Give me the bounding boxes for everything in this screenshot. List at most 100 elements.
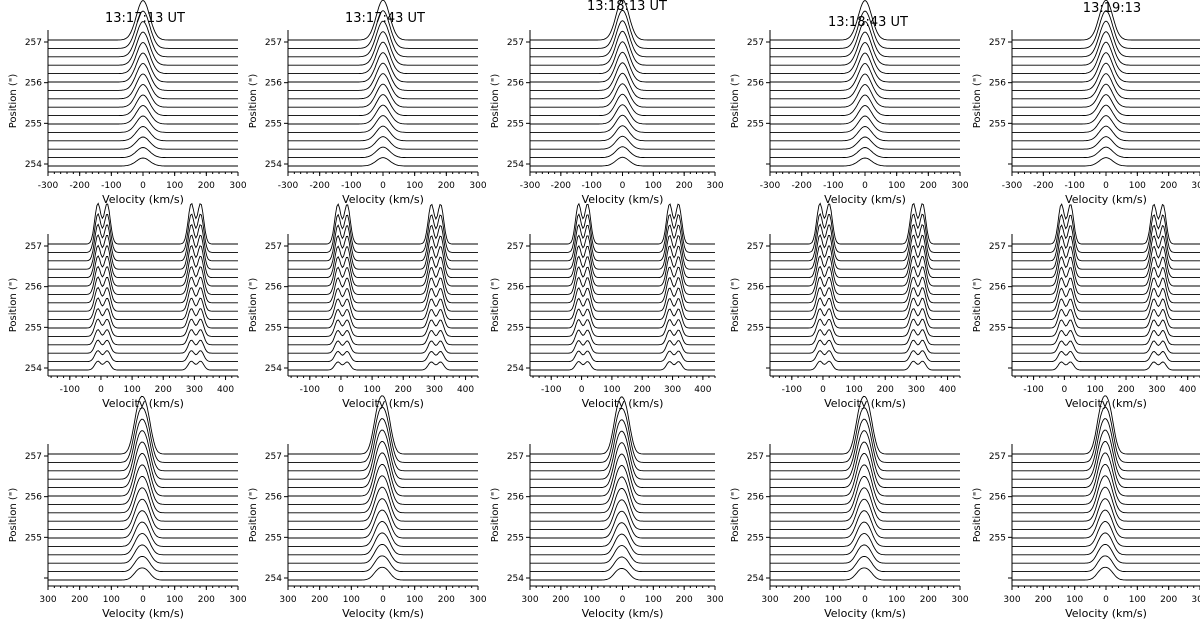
panel-1-2: -100 0 100 200 300 400 Velocity (km/s) 254 255 25… [490, 202, 716, 410]
y-tick-label: 257 [507, 452, 524, 462]
x-axis-label: Velocity (km/s) [582, 193, 664, 206]
x-axis-label: Velocity (km/s) [582, 607, 664, 620]
profile-trace [288, 245, 478, 279]
profile-trace [48, 276, 238, 304]
y-axis-label: Position (") [490, 74, 501, 129]
profile-trace [288, 555, 478, 573]
profile-trace [530, 146, 715, 159]
profile-trace [1012, 41, 1200, 75]
x-tick-label: -100 [782, 385, 803, 395]
profile-trace [288, 429, 478, 480]
profile-trace [1012, 521, 1200, 547]
profile-trace [530, 339, 715, 354]
x-tick-label: 300 [951, 181, 968, 191]
x-tick-label: 200 [1160, 181, 1177, 191]
x-tick-label: 200 [395, 385, 412, 395]
profile-trace [770, 105, 960, 125]
x-tick-label: 200 [552, 595, 569, 605]
x-tick-label: 0 [862, 595, 868, 605]
x-tick-label: -200 [69, 181, 90, 191]
x-tick-label: 0 [620, 595, 626, 605]
x-tick-label: 400 [694, 385, 711, 395]
profile-trace [770, 407, 960, 463]
x-axis-label: Velocity (km/s) [1065, 397, 1147, 410]
profile-trace [288, 73, 478, 100]
profile-trace [1012, 245, 1200, 279]
x-tick-label: 300 [39, 595, 56, 605]
profile-trace [288, 0, 478, 41]
profile-trace [48, 223, 238, 262]
panel-1-4: -100 0 100 200 300 400 Velocity (km/s) 255 256 25… [972, 203, 1200, 410]
profile-trace [48, 521, 238, 547]
profile-trace [1012, 475, 1200, 514]
profile-trace [770, 202, 960, 245]
profile-trace [770, 10, 960, 49]
profile-trace [1012, 463, 1200, 505]
profile-trace [288, 20, 478, 58]
x-tick-label: 0 [820, 385, 826, 395]
y-tick-label: 254 [25, 160, 42, 170]
profile-trace [1012, 73, 1200, 100]
y-axis-label: Position (") [730, 488, 741, 543]
profile-trace [1012, 255, 1200, 287]
profile-trace [48, 533, 238, 556]
profile-trace [1012, 266, 1200, 295]
profile-trace [530, 499, 715, 531]
y-tick-label: 256 [25, 283, 42, 293]
x-tick-label: 0 [98, 385, 104, 395]
x-tick-label: 200 [438, 181, 455, 191]
profile-trace [530, 465, 715, 505]
profile-trace [770, 244, 960, 279]
y-axis-label: Position (") [248, 278, 259, 333]
x-axis-label: Velocity (km/s) [824, 193, 906, 206]
x-tick-label: -300 [278, 181, 299, 191]
profile-trace [530, 266, 715, 295]
y-tick-label: 255 [25, 533, 42, 543]
profile-trace [288, 83, 478, 108]
profile-trace [530, 51, 715, 83]
profile-trace [1012, 115, 1200, 133]
y-axis-label: Position (") [490, 488, 501, 543]
profile-trace [770, 286, 960, 312]
x-tick-label: 400 [457, 385, 474, 395]
profile-trace [770, 339, 960, 354]
profile-trace [530, 287, 715, 312]
profile-trace [530, 476, 715, 514]
profile-trace [288, 255, 478, 287]
profile-trace [48, 157, 238, 167]
profile-trace [770, 265, 960, 295]
x-tick-label: -300 [760, 181, 781, 191]
y-axis-label: Position (") [248, 488, 259, 543]
x-axis-label: Velocity (km/s) [1065, 193, 1147, 206]
profile-trace [288, 115, 478, 133]
profile-trace [1012, 224, 1200, 262]
x-tick-label: 100 [1129, 181, 1146, 191]
profile-trace [288, 486, 478, 522]
profile-trace [48, 94, 238, 117]
profile-trace [770, 73, 960, 100]
x-tick-label: 0 [1103, 595, 1109, 605]
time-title-1: 13:17:43 UT [345, 11, 425, 26]
profile-trace [288, 94, 478, 117]
profile-trace [530, 360, 715, 371]
profile-trace [1012, 213, 1200, 253]
profile-trace [288, 31, 478, 66]
profile-trace [530, 72, 715, 100]
profile-trace [288, 452, 478, 497]
profile-trace [1012, 94, 1200, 117]
profile-trace [530, 62, 715, 91]
profile-trace [530, 234, 715, 270]
profile-trace [1012, 52, 1200, 83]
y-tick-label: 255 [747, 119, 764, 129]
y-tick-label: 257 [747, 242, 764, 252]
profile-trace [770, 84, 960, 108]
profile-trace [48, 234, 238, 270]
x-tick-label: 0 [380, 181, 386, 191]
profile-trace [770, 418, 960, 472]
profile-trace [48, 63, 238, 91]
profile-trace [770, 115, 960, 133]
y-tick-label: 254 [507, 364, 524, 374]
profile-trace [288, 329, 478, 346]
y-axis-label: Position (") [490, 278, 501, 333]
y-axis-label: Position (") [248, 74, 259, 129]
